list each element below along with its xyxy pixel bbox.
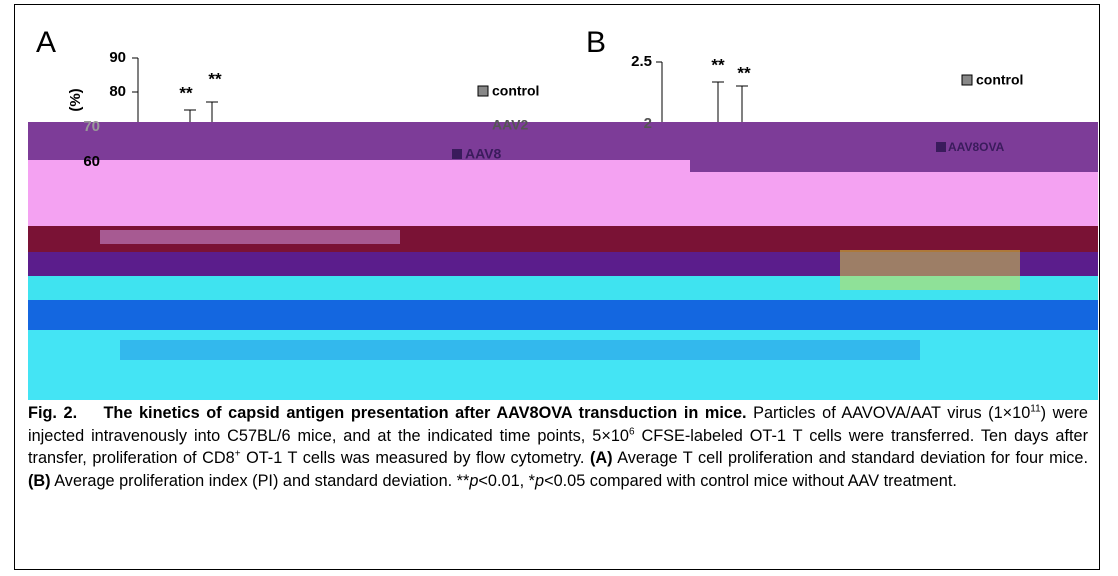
- y-tick-label: 2.5: [631, 53, 652, 70]
- y-tick-label: 80: [109, 83, 126, 100]
- panel-label: A: [36, 26, 56, 59]
- caption-text: OT-1 T cells was measured by flow cytome…: [240, 449, 590, 468]
- significance: **: [711, 55, 725, 74]
- y-tick-label: 90: [109, 49, 126, 66]
- figure-caption: Fig. 2. The kinetics of capsid antigen p…: [28, 402, 1088, 492]
- caption-text: <0.05 compared with control mice without…: [544, 471, 957, 490]
- legend-swatch: [936, 142, 946, 152]
- axis-label: (%): [67, 88, 84, 111]
- panel-label: B: [586, 26, 606, 59]
- caption-ref: (A): [589, 449, 613, 468]
- y-tick-label: 60: [83, 153, 100, 170]
- legend-label: control: [492, 83, 539, 99]
- caption-ref: (B): [28, 471, 51, 490]
- image-artifacts: [28, 122, 1098, 400]
- caption-title: The kinetics of capsid antigen presentat…: [103, 404, 747, 422]
- y-tick-label: 70: [83, 118, 100, 135]
- caption-text: Average T cell proliferation and standar…: [612, 449, 1088, 468]
- significance: **: [208, 69, 222, 88]
- legend-label: AAV8: [465, 146, 502, 162]
- caption-sup: 11: [1030, 403, 1041, 415]
- figure: A 90 80 70 60 (%) ** ** control AAV2 AAV…: [28, 26, 1098, 400]
- legend-swatch: [477, 85, 489, 97]
- legend-label: AAV2: [492, 117, 529, 133]
- caption-italic: p: [469, 471, 479, 490]
- caption-sup: 6: [628, 426, 635, 438]
- significance: **: [179, 83, 193, 102]
- caption-text: CFSE-labeled OT-1 T cells were transferr…: [28, 426, 1088, 468]
- y-tick-label: 2: [644, 115, 652, 132]
- caption-sup: +: [234, 448, 241, 460]
- legend-swatch: [452, 149, 462, 159]
- legend-swatch: [961, 74, 973, 86]
- caption-italic: p: [535, 471, 545, 490]
- caption-label: Fig. 2.: [28, 404, 78, 422]
- caption-text: Particles of AAVOVA/AAT virus (1×10: [753, 404, 1031, 422]
- caption-text: <0.01, *: [478, 471, 536, 490]
- figure-frame: [14, 4, 1100, 570]
- caption-text: Average proliferation index (PI) and sta…: [50, 471, 470, 490]
- legend-label: control: [976, 72, 1023, 88]
- caption-text: ) were injected intravenously into C57BL…: [28, 404, 1088, 445]
- significance: **: [737, 63, 751, 82]
- legend-label: AAV8OVA: [948, 140, 1005, 154]
